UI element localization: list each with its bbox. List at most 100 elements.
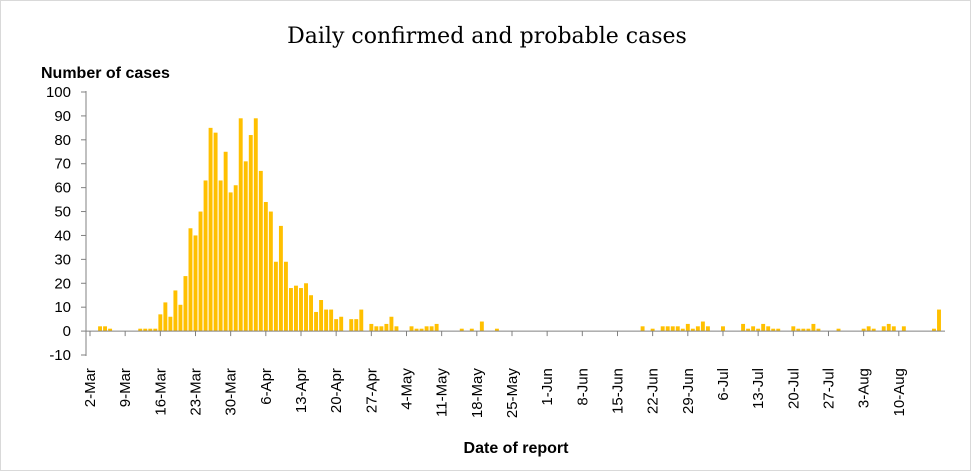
bar-day-114 (660, 326, 665, 332)
x-tick-label: 13-Jul (750, 368, 767, 409)
bar-day-143 (806, 328, 811, 332)
bar-day-115 (665, 326, 670, 332)
y-tick-label: 40 (54, 227, 71, 244)
bar-day-23 (203, 180, 208, 332)
bar-day-39 (283, 261, 288, 332)
bar-day-123 (705, 326, 710, 332)
x-tick-label: 4-May (399, 368, 416, 410)
bar-day-59 (384, 323, 389, 332)
bar-day-27 (223, 151, 228, 332)
x-axis-title: Date of report (464, 440, 570, 457)
bar-day-162 (901, 326, 906, 332)
bar-day-133 (756, 328, 761, 332)
bar-day-28 (228, 192, 233, 332)
x-tick-label: 9-Mar (117, 368, 134, 407)
x-tick-label: 10-Aug (891, 368, 908, 416)
x-tick-label: 16-Mar (152, 368, 169, 416)
bar-day-40 (288, 288, 293, 332)
bar-day-160 (891, 326, 896, 332)
bar-day-44 (309, 295, 313, 332)
x-tick-label: 23-Mar (188, 368, 205, 416)
bar-day-3 (103, 326, 108, 332)
bar-day-42 (299, 288, 303, 332)
bar-day-154 (861, 328, 866, 332)
x-tick-label: 11-May (434, 368, 451, 417)
bar-day-69 (434, 323, 439, 332)
bar-day-141 (796, 328, 801, 332)
bar-day-149 (836, 328, 841, 332)
bar-day-126 (721, 326, 725, 332)
bar-day-131 (746, 328, 751, 332)
y-tick-labels: -10 0 10 20 30 40 50 60 70 80 90 100 (46, 84, 71, 364)
x-tick-label: 25-May (504, 368, 521, 419)
bar-day-26 (218, 180, 223, 332)
bar-day-155 (866, 326, 871, 332)
y-tick-label: 10 (54, 299, 71, 316)
bar-day-130 (741, 323, 746, 332)
bar-day-48 (329, 309, 334, 332)
x-tick-label: 20-Jul (785, 368, 802, 409)
bar-day-144 (811, 323, 816, 332)
x-tick-label: 8-Jun (574, 368, 591, 406)
x-tick-label: 27-Apr (363, 368, 380, 413)
axes (81, 91, 945, 356)
bar-day-142 (801, 328, 806, 332)
y-tick-label: 0 (63, 323, 71, 340)
bar-day-137 (776, 328, 781, 332)
bar-day-74 (459, 328, 464, 332)
x-tick-label: 15-Jun (610, 368, 627, 414)
y-tick-label: -10 (49, 347, 71, 364)
y-tick-label: 70 (54, 156, 71, 173)
bar-day-156 (871, 328, 876, 332)
bar-day-17 (173, 290, 178, 332)
x-tick-label: 2-Mar (82, 368, 99, 407)
y-tick-label: 80 (54, 132, 71, 149)
x-tick-label: 22-Jun (645, 368, 662, 414)
bar-day-118 (680, 328, 685, 332)
bar-day-68 (429, 326, 434, 332)
bar-day-140 (791, 326, 796, 332)
bar-day-65 (414, 328, 419, 332)
bar-day-29 (233, 185, 238, 332)
bar-day-38 (278, 225, 283, 332)
bar-day-33 (253, 118, 258, 332)
bar-day-2 (98, 326, 103, 332)
bar-day-121 (695, 326, 700, 332)
x-tick-label: 13-Apr (293, 368, 310, 413)
bar-day-81 (494, 328, 499, 332)
bar-day-18 (178, 304, 183, 332)
x-tick-label: 18-May (469, 368, 486, 419)
y-tick-label: 50 (54, 204, 71, 221)
bar-day-119 (685, 323, 690, 332)
x-tick-label: 6-Apr (258, 368, 275, 405)
bar-day-76 (469, 328, 474, 332)
y-tick-label: 100 (46, 84, 71, 101)
bar-day-136 (771, 328, 776, 332)
bar-day-135 (766, 326, 771, 332)
x-tick-label: 1-Jun (539, 368, 556, 406)
bar-day-34 (258, 170, 263, 332)
bar-day-53 (354, 319, 359, 332)
bar-day-117 (675, 326, 680, 332)
bar-day-122 (700, 321, 705, 332)
bar-day-45 (314, 311, 319, 332)
bar-day-54 (359, 309, 364, 332)
bar-day-46 (319, 300, 324, 332)
bar-day-21 (193, 235, 198, 332)
bar-day-31 (243, 161, 248, 332)
y-axis-title: Number of cases (41, 65, 170, 82)
y-tick-label: 30 (54, 251, 71, 268)
y-tick-label: 60 (54, 180, 71, 197)
y-tick-label: 90 (54, 108, 71, 125)
bar-day-132 (751, 326, 756, 332)
x-tick-label: 20-Apr (328, 368, 345, 413)
bar-day-66 (419, 328, 424, 332)
bar-day-145 (816, 328, 821, 332)
x-tick-label: 29-Jun (680, 368, 697, 414)
bar-day-78 (479, 321, 484, 332)
bar-series (98, 118, 941, 332)
bar-day-47 (324, 309, 329, 332)
chart-title: Daily confirmed and probable cases (287, 24, 687, 49)
bar-day-14 (158, 314, 163, 332)
